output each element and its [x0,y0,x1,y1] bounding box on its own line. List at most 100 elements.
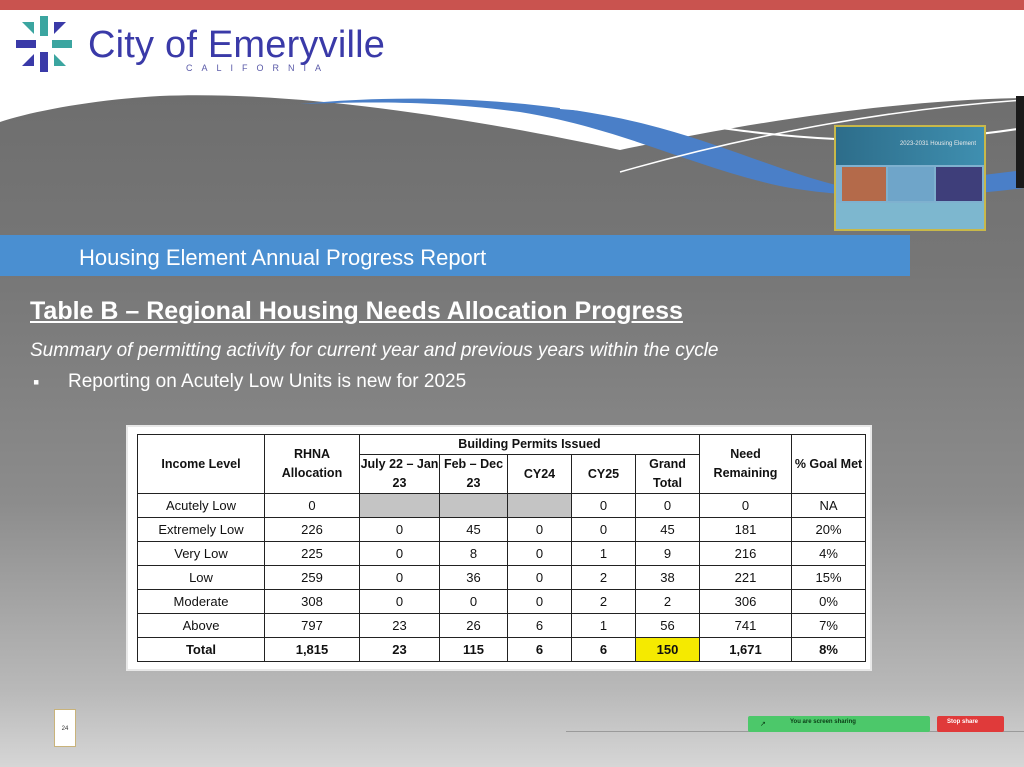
cell-feb: 36 [439,565,508,590]
col-header-income-level: Income Level [137,434,265,494]
window-edge [1016,96,1024,188]
cell-need-remaining: 741 [699,613,792,638]
col-header-grand-total: Grand Total [635,454,700,494]
cell-cy24: 0 [507,517,572,542]
cell-cy24: 0 [507,541,572,566]
cell-cy25: 0 [571,493,636,518]
screen-sharing-text: You are screen sharing [790,719,856,725]
cell-goal-met: 4% [791,541,866,566]
top-accent-bar [0,0,1024,10]
cell-rhna: 308 [264,589,360,614]
section-banner-title: Housing Element Annual Progress Report [79,245,487,270]
cell-jul: 23 [359,637,440,662]
thumbnail-photo [888,167,934,201]
cell-grand-total: 45 [635,517,700,542]
cell-grand-total-highlighted: 150 [635,637,700,662]
cell-rhna: 1,815 [264,637,360,662]
cell-rhna: 0 [264,493,360,518]
thumbnail-header [836,127,984,165]
cell-need-remaining: 181 [699,517,792,542]
thumbnail-photo [842,167,886,201]
col-header-rhna: RHNA Allocation [264,434,360,494]
cell-cy25: 1 [571,613,636,638]
city-name: City of Emeryville [88,24,386,66]
cell-goal-met: NA [791,493,866,518]
cell-grand-total: 38 [635,565,700,590]
bullet-point: Reporting on Acutely Low Units is new fo… [68,371,467,392]
table-row: Acutely Low 0 0 0 0 NA [137,493,866,518]
col-header-cy25: CY25 [571,454,636,494]
col-header-need-remaining: Need Remaining [699,434,792,494]
cell-grand-total: 9 [635,541,700,566]
thumbnail-title: 2023-2031 Housing Element [899,141,976,147]
cell-need-remaining: 216 [699,541,792,566]
cell-cy24: 6 [507,613,572,638]
housing-element-cover-thumbnail: 2023-2031 Housing Element [834,125,986,231]
table-total-row: Total 1,815 23 115 6 6 150 1,671 8% [137,637,866,662]
table-row: Moderate 308 0 0 0 2 2 306 0% [137,589,866,614]
table-row: Very Low 225 0 8 0 1 9 216 4% [137,541,866,566]
cell-income-level: Moderate [137,589,265,614]
cell-income-level: Extremely Low [137,517,265,542]
col-header-cy24: CY24 [507,454,572,494]
cell-income-level: Very Low [137,541,265,566]
bullet-marker-icon: ▪ [33,372,40,392]
cell-grand-total: 2 [635,589,700,614]
cell-rhna: 226 [264,517,360,542]
cell-goal-met: 20% [791,517,866,542]
cell-feb: 0 [439,589,508,614]
slide-title: Table B – Regional Housing Needs Allocat… [30,297,683,325]
cell-cy25: 2 [571,589,636,614]
cell-cy25: 0 [571,517,636,542]
cell-need-remaining: 306 [699,589,792,614]
cell-rhna: 797 [264,613,360,638]
cell-feb: 8 [439,541,508,566]
cell-cy25: 6 [571,637,636,662]
stop-share-button[interactable] [937,716,1004,732]
share-screen-icon: ↗ [760,721,766,728]
cell-cy25: 2 [571,565,636,590]
cell-cy25: 1 [571,541,636,566]
thumbnail-footer [836,203,984,229]
cell-cy24: 6 [507,637,572,662]
cell-jul: 0 [359,541,440,566]
col-header-goal-met: % Goal Met [791,434,866,494]
screen-sharing-indicator[interactable] [748,716,930,732]
cell-goal-met: 0% [791,589,866,614]
cell-jul: 23 [359,613,440,638]
section-banner [0,235,910,276]
cell-income-level: Total [137,637,265,662]
table-row: Above 797 23 26 6 1 56 741 7% [137,613,866,638]
cell-feb [439,493,508,518]
cell-income-level: Acutely Low [137,493,265,518]
cell-cy24: 0 [507,565,572,590]
table-row: Extremely Low 226 0 45 0 0 45 181 20% [137,517,866,542]
col-header-feb-dec23: Feb – Dec 23 [439,454,508,494]
rhna-progress-table: Income Level RHNA Allocation Building Pe… [137,434,866,662]
cell-income-level: Above [137,613,265,638]
cell-cy24: 0 [507,589,572,614]
cell-feb: 26 [439,613,508,638]
cell-feb: 45 [439,517,508,542]
cell-jul: 0 [359,565,440,590]
cell-cy24 [507,493,572,518]
cell-income-level: Low [137,565,265,590]
cell-goal-met: 8% [791,637,866,662]
city-logo-icon [16,16,72,72]
thumbnail-photo [936,167,982,201]
cell-grand-total: 0 [635,493,700,518]
stop-share-label: Stop share [947,719,979,725]
cell-rhna: 225 [264,541,360,566]
cell-feb: 115 [439,637,508,662]
cell-jul: 0 [359,589,440,614]
cell-need-remaining: 0 [699,493,792,518]
cell-jul: 0 [359,517,440,542]
slide-subtitle: Summary of permitting activity for curre… [30,340,719,361]
state-name: CALIFORNIA [186,63,331,73]
cell-grand-total: 56 [635,613,700,638]
cell-jul [359,493,440,518]
table-row: Low 259 0 36 0 2 38 221 15% [137,565,866,590]
cell-need-remaining: 1,671 [699,637,792,662]
cell-goal-met: 7% [791,613,866,638]
cell-rhna: 259 [264,565,360,590]
